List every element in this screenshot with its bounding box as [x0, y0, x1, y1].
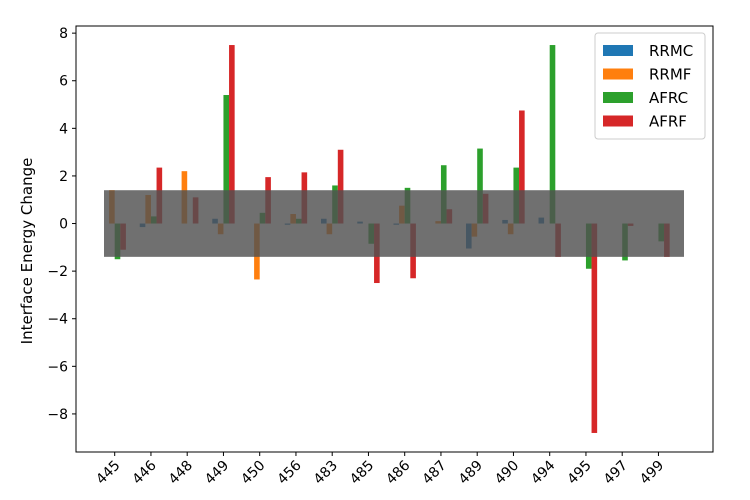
bar-afrf-483: [337, 149, 344, 224]
y-tick-label: 2: [59, 169, 68, 185]
x-tick-label: 494: [528, 457, 558, 487]
legend-swatch-afrf: [603, 115, 633, 127]
y-tick-label: −8: [47, 407, 68, 423]
legend: RRMC RRMF AFRC AFRF: [594, 32, 706, 140]
legend-swatch-rrmf: [603, 68, 633, 80]
x-tick-label: 485: [347, 458, 377, 488]
x-tick-label: 445: [93, 458, 123, 488]
bar-afrf-449: [229, 45, 235, 224]
x-tick-label: 446: [130, 457, 160, 487]
x-tick-label: 487: [420, 458, 450, 488]
bar-afrc-489: [477, 148, 483, 224]
plot-frame: [75, 25, 714, 453]
bar-afrf-495: [591, 223, 598, 433]
y-tick-label: 6: [59, 74, 68, 90]
x-tick-label: 449: [202, 458, 232, 488]
x-tick-label: 448: [166, 458, 196, 488]
x-tick-label: 490: [492, 458, 522, 488]
legend-label-rrmc: RRMC: [649, 42, 693, 60]
legend-label-afrc: AFRC: [649, 89, 688, 107]
y-tick-label: 4: [59, 121, 68, 137]
band-layer: [104, 190, 684, 257]
x-axis: 445 446 448 449 450 456 483 485 486 487 489 490 494 4…: [93, 452, 667, 488]
x-tick-label: 456: [275, 457, 305, 487]
y-tick-label: −2: [47, 264, 68, 280]
x-tick-label: 499: [637, 458, 667, 488]
y-tick-label: −6: [47, 359, 68, 375]
x-tick-label: 497: [601, 458, 631, 488]
bar-afrc-494: [549, 45, 556, 224]
x-tick-label: 489: [456, 458, 486, 488]
legend-box: [594, 32, 706, 140]
y-tick-label: −4: [47, 312, 68, 328]
shaded-band: [104, 190, 684, 257]
y-axis: −8 −6 −4 −2 0 2 4 6 8: [47, 26, 76, 423]
x-tick-label: 495: [565, 458, 595, 488]
x-tick-label: 450: [238, 458, 268, 488]
y-tick-label: 0: [59, 217, 68, 233]
legend-swatch-rrmc: [603, 45, 633, 56]
legend-swatch-afrc: [603, 92, 633, 103]
legend-label-afrf: AFRF: [649, 113, 687, 131]
legend-label-rrmf: RRMF: [649, 66, 691, 84]
x-tick-label: 486: [383, 457, 413, 487]
bar-afrc-449: [223, 95, 230, 224]
y-tick-label: 8: [59, 26, 68, 42]
bar-afrf-490: [519, 110, 525, 224]
x-tick-label: 483: [311, 458, 341, 488]
y-axis-label: Interface Energy Change: [18, 158, 36, 345]
